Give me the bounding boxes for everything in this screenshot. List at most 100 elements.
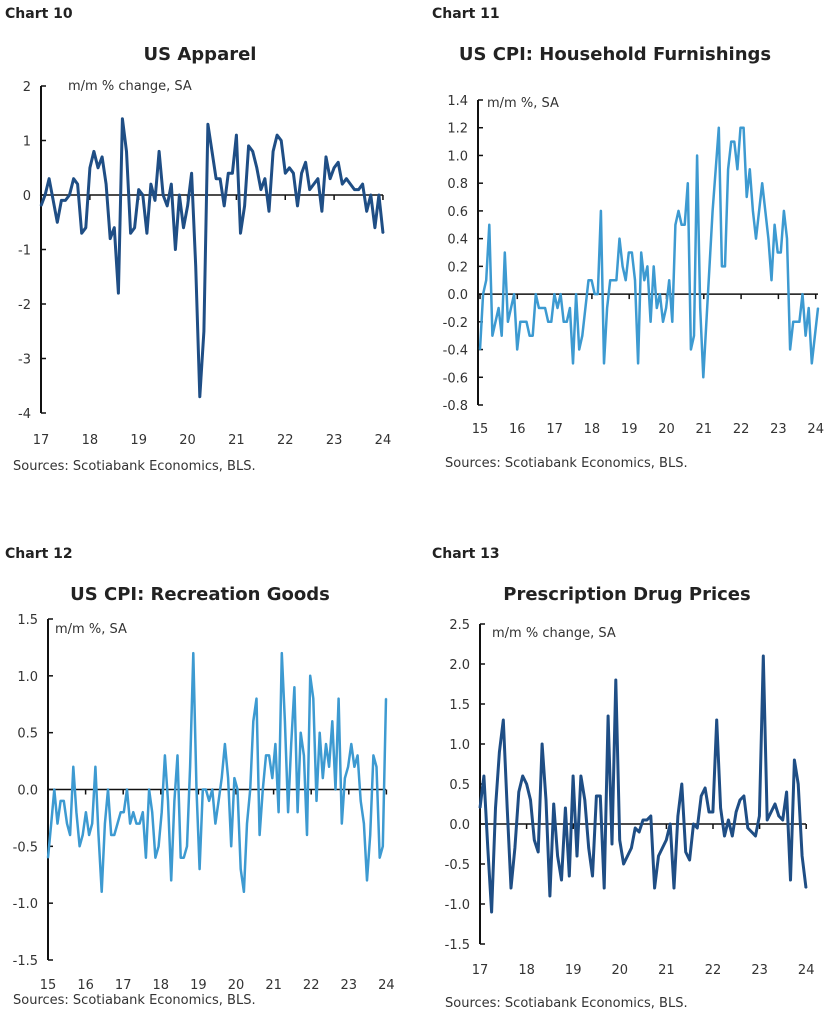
data-point — [104, 822, 106, 825]
data-point — [659, 293, 661, 295]
data-point — [249, 788, 251, 791]
y-tick-label: -0.6 — [443, 371, 468, 386]
data-point — [513, 293, 515, 295]
data-point — [137, 188, 140, 191]
data-point — [255, 697, 258, 700]
data-point — [64, 199, 67, 202]
data-point — [770, 811, 772, 813]
data-point — [764, 210, 767, 212]
data-point — [243, 891, 245, 893]
data-point — [299, 731, 302, 734]
data-point — [597, 293, 599, 295]
chart-1: 1.4 1.2 1.0 0.8 0.6 0.4 0.2 0.0 -0.2 -0.4 -0.6 -0.8… — [443, 94, 824, 437]
data-point — [514, 847, 516, 849]
data-point — [750, 831, 753, 833]
data-point — [375, 766, 378, 768]
y-tick-label: 1.2 — [447, 122, 468, 137]
data-point — [258, 834, 261, 836]
data-point — [789, 348, 791, 351]
data-point — [817, 307, 819, 309]
data-point — [591, 875, 594, 877]
data-point — [194, 265, 197, 267]
data-point — [506, 807, 509, 809]
data-point — [374, 226, 376, 229]
x-tick-label: 19 — [130, 433, 147, 448]
y-tick-label: -0.5 — [445, 858, 470, 873]
data-point — [606, 307, 608, 309]
data-point — [50, 822, 52, 825]
data-point — [798, 321, 801, 323]
data-point — [179, 856, 182, 859]
data-point — [646, 819, 648, 821]
data-point — [247, 145, 250, 147]
series-line — [478, 126, 820, 379]
data-point — [752, 210, 754, 212]
y-tick-label: -1.0 — [13, 897, 38, 912]
data-point — [252, 720, 255, 723]
x-tick-label: 22 — [303, 978, 320, 993]
data-point — [239, 868, 242, 870]
data-point — [519, 321, 522, 323]
data-point — [621, 265, 624, 268]
y-tick-label: -0.8 — [443, 399, 468, 414]
data-point — [284, 720, 286, 723]
data-point — [284, 172, 287, 174]
data-point — [560, 879, 563, 881]
data-point — [615, 679, 617, 681]
data-point — [584, 799, 586, 801]
data-point — [236, 788, 239, 791]
data-point — [789, 879, 792, 881]
data-point — [157, 845, 160, 848]
data-point — [776, 251, 779, 254]
data-point — [331, 720, 334, 723]
y-tick-label: 1.0 — [449, 738, 470, 753]
data-point — [547, 321, 549, 323]
y-tick-label: -1.5 — [13, 954, 38, 969]
data-point — [53, 788, 56, 791]
data-point — [203, 330, 205, 333]
data-point — [593, 293, 596, 295]
data-point — [293, 686, 296, 688]
data-point — [208, 800, 210, 802]
data-point — [637, 362, 639, 365]
data-point — [704, 787, 706, 789]
data-point — [696, 154, 698, 157]
chart-source-note: Sources: Scotiabank Economics, BLS. — [445, 456, 688, 471]
data-point — [317, 177, 319, 180]
data-point — [85, 226, 87, 229]
data-point — [612, 279, 615, 282]
data-point — [119, 811, 122, 813]
data-point — [78, 845, 81, 848]
data-point — [325, 743, 327, 745]
data-point — [113, 226, 116, 229]
y-tick-label: -0.5 — [13, 840, 38, 855]
data-point — [735, 811, 737, 813]
y-tick-label: 0.8 — [447, 177, 468, 192]
data-point — [692, 823, 695, 825]
data-point — [611, 843, 613, 845]
data-point — [369, 834, 372, 836]
data-point — [618, 237, 621, 240]
data-point — [304, 161, 307, 164]
data-point — [105, 183, 107, 185]
y-tick-label: 0.5 — [449, 778, 470, 793]
data-point — [123, 811, 125, 813]
data-point — [538, 307, 540, 309]
data-point — [525, 321, 528, 323]
data-point — [151, 811, 153, 813]
y-tick-label: 0.0 — [447, 288, 468, 303]
data-point — [498, 751, 501, 753]
data-point — [350, 743, 353, 745]
data-point — [665, 839, 668, 841]
data-point — [762, 655, 765, 657]
data-point — [287, 811, 289, 813]
data-point — [72, 177, 75, 180]
data-point — [239, 232, 242, 234]
data-point — [797, 783, 799, 785]
y-tick-label: -4 — [18, 407, 31, 422]
data-point — [533, 839, 536, 841]
data-point — [680, 224, 683, 226]
data-point — [260, 188, 262, 191]
data-point — [145, 856, 147, 859]
data-point — [164, 754, 166, 757]
